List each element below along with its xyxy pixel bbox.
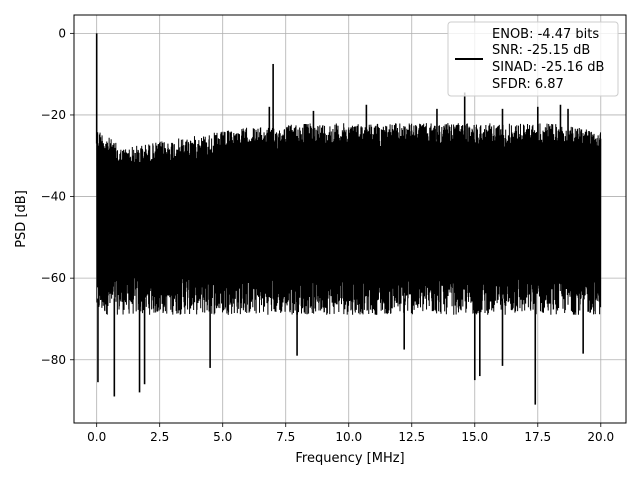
x-tick-label: 15.0	[461, 430, 488, 444]
y-tick-label: −40	[41, 190, 66, 204]
y-tick-label: −60	[41, 271, 66, 285]
x-tick-label: 0.0	[87, 430, 106, 444]
plot-frame	[73, 14, 627, 424]
legend-line-sfdr: SFDR: 6.87	[492, 77, 564, 92]
x-tick-label: 5.0	[213, 430, 232, 444]
legend-line-enob: ENOB: -4.47 bits	[492, 27, 599, 42]
x-axis-label: Frequency [MHz]	[295, 451, 404, 466]
x-tick-label: 2.5	[150, 430, 169, 444]
x-axis-ticks: 0.0 2.5 5.0 7.5 10.0 12.5 15.0 17.5 20.0	[87, 423, 614, 444]
y-tick-label: −80	[41, 353, 66, 367]
y-axis-ticks: 0 −20 −40 −60 −80	[41, 26, 74, 367]
y-tick-label: 0	[58, 26, 66, 40]
legend-line-sinad: SINAD: -25.16 dB	[492, 60, 604, 75]
psd-noise-trace	[96, 123, 602, 315]
legend: ENOB: -4.47 bits SNR: -25.15 dB SINAD: -…	[447, 21, 619, 97]
x-tick-label: 17.5	[524, 430, 551, 444]
x-tick-label: 10.0	[335, 430, 362, 444]
x-tick-label: 20.0	[587, 430, 614, 444]
legend-line-snr: SNR: -25.15 dB	[492, 43, 590, 58]
psd-series	[95, 33, 602, 405]
x-tick-label: 7.5	[276, 430, 295, 444]
legend-box	[447, 21, 619, 97]
y-tick-label: −20	[41, 108, 66, 122]
x-tick-label: 12.5	[398, 430, 425, 444]
y-axis-label: PSD [dB]	[14, 190, 29, 248]
